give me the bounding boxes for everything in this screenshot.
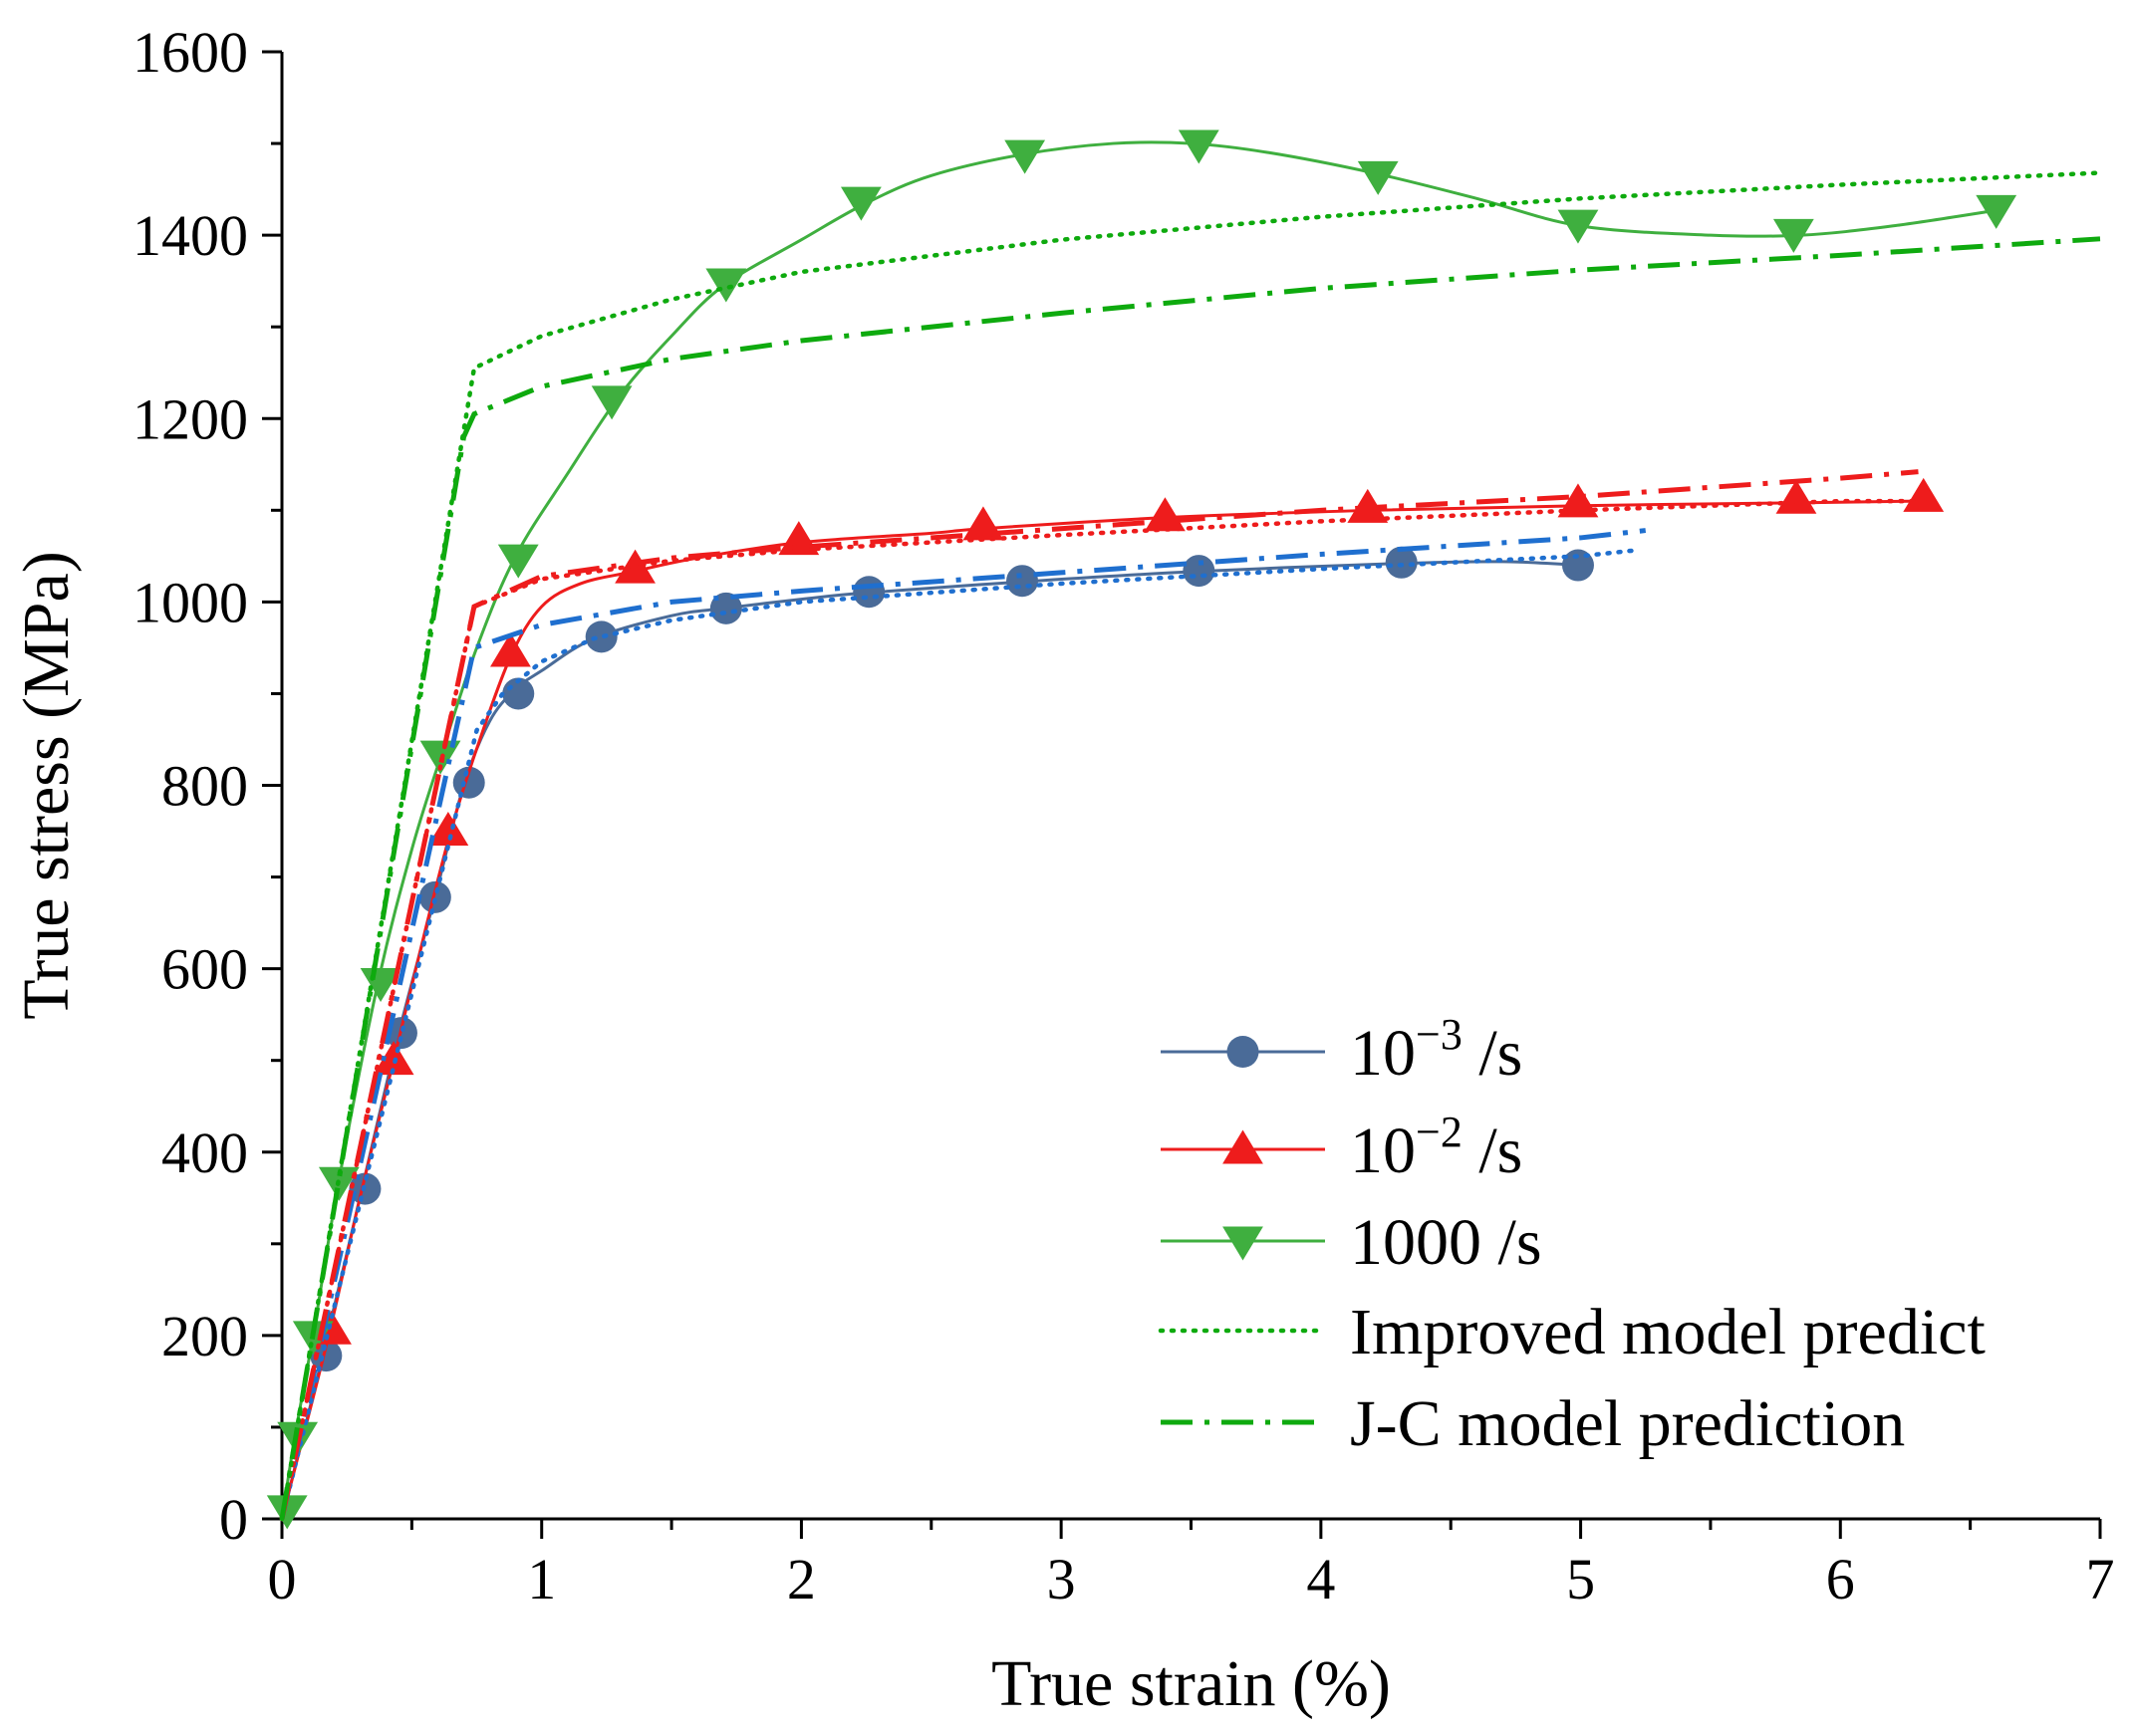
legend-item-0: 10−3 /s bbox=[1161, 1010, 1522, 1090]
legend-label-unit: /s bbox=[1463, 1115, 1523, 1187]
data-point bbox=[1775, 479, 1817, 514]
x-tick-label: 4 bbox=[1306, 1547, 1335, 1612]
data-point bbox=[853, 576, 886, 609]
y-tick-label: 1000 bbox=[133, 570, 248, 634]
legend-item-2: 1000 /s bbox=[1161, 1206, 1542, 1279]
data-point bbox=[1006, 565, 1039, 598]
x-tick-label: 2 bbox=[787, 1547, 816, 1612]
x-tick-label: 6 bbox=[1826, 1547, 1855, 1612]
data-point bbox=[1557, 483, 1599, 518]
data-point bbox=[452, 766, 485, 799]
data-point bbox=[266, 1495, 308, 1530]
series-6 bbox=[279, 469, 1919, 1520]
series-3 bbox=[279, 548, 1635, 1522]
data-point bbox=[1385, 546, 1418, 579]
data-point bbox=[1557, 209, 1599, 244]
axes: 0 1 2 3 4 5 6 7 0 200 400 600 800 1000 1200 1400 1600 bbox=[133, 20, 2115, 1612]
legend-label: Improved model predict bbox=[1350, 1296, 1986, 1368]
legend-label: 10−3 /s bbox=[1350, 1010, 1522, 1090]
legend-label-text: 10 bbox=[1350, 1017, 1416, 1090]
legend-label: 10−2 /s bbox=[1350, 1108, 1522, 1187]
data-point bbox=[490, 632, 531, 667]
x-tick-label: 7 bbox=[2086, 1547, 2115, 1612]
legend-label-text: 10 bbox=[1350, 1115, 1416, 1187]
y-tick-label: 1400 bbox=[133, 203, 248, 268]
jc-model-line bbox=[279, 236, 2101, 1520]
y-tick-label: 0 bbox=[219, 1487, 248, 1552]
data-point bbox=[1183, 555, 1215, 588]
data-point bbox=[1145, 497, 1186, 532]
series-4 bbox=[279, 528, 1647, 1520]
improved-model-line bbox=[279, 170, 2103, 1522]
data-point bbox=[497, 544, 539, 579]
legend-item-1: 10−2 /s bbox=[1161, 1108, 1522, 1187]
data-point bbox=[705, 268, 747, 303]
y-tick-label: 600 bbox=[161, 937, 248, 1002]
series-8 bbox=[279, 236, 2101, 1520]
legend-marker bbox=[1226, 1036, 1259, 1068]
y-tick-label: 800 bbox=[161, 754, 248, 819]
data-point bbox=[1178, 129, 1219, 164]
series-layer bbox=[266, 129, 2103, 1530]
data-point bbox=[1772, 218, 1814, 253]
data-point bbox=[418, 880, 451, 913]
x-tick-label: 3 bbox=[1047, 1547, 1076, 1612]
data-point bbox=[840, 186, 882, 221]
x-axis-title: True strain (%) bbox=[991, 1647, 1391, 1720]
legend-label-unit: /s bbox=[1463, 1017, 1523, 1090]
data-point bbox=[373, 1041, 414, 1076]
legend-label: 1000 /s bbox=[1350, 1206, 1542, 1279]
legend-marker bbox=[1222, 1129, 1263, 1164]
legend-label-exponent: −3 bbox=[1416, 1010, 1463, 1059]
legend-label-text: J-C model prediction bbox=[1350, 1387, 1905, 1460]
series-2 bbox=[266, 129, 2017, 1530]
experiment-line bbox=[280, 140, 2002, 1520]
y-tick-label: 1200 bbox=[133, 386, 248, 451]
data-point bbox=[1357, 160, 1399, 195]
x-tick-label: 0 bbox=[268, 1547, 297, 1612]
legend-label-text: 1000 /s bbox=[1350, 1206, 1542, 1279]
data-point bbox=[1903, 477, 1945, 512]
y-tick-label: 1600 bbox=[133, 20, 248, 85]
data-point bbox=[778, 521, 820, 556]
x-tick-label: 1 bbox=[527, 1547, 556, 1612]
y-tick-label: 400 bbox=[161, 1120, 248, 1185]
legend-label: J-C model prediction bbox=[1350, 1387, 1905, 1460]
legend-label-text: Improved model predict bbox=[1350, 1296, 1986, 1368]
data-point bbox=[591, 385, 633, 420]
data-point bbox=[1976, 194, 2017, 229]
jc-model-line bbox=[279, 469, 1919, 1520]
y-axis-title: True stress (MPa) bbox=[10, 551, 83, 1020]
legend-label-exponent: −2 bbox=[1416, 1108, 1463, 1156]
series-7 bbox=[279, 170, 2103, 1522]
improved-model-line bbox=[279, 548, 1635, 1522]
legend-item-3: Improved model predict bbox=[1158, 1296, 1986, 1368]
data-point bbox=[427, 811, 469, 846]
data-point bbox=[585, 620, 618, 653]
jc-model-line bbox=[279, 528, 1647, 1520]
legend-item-4: J-C model prediction bbox=[1161, 1387, 1905, 1460]
legend-marker bbox=[1222, 1226, 1263, 1261]
data-point bbox=[1004, 139, 1046, 174]
y-tick-label: 200 bbox=[161, 1304, 248, 1368]
x-tick-label: 5 bbox=[1566, 1547, 1595, 1612]
